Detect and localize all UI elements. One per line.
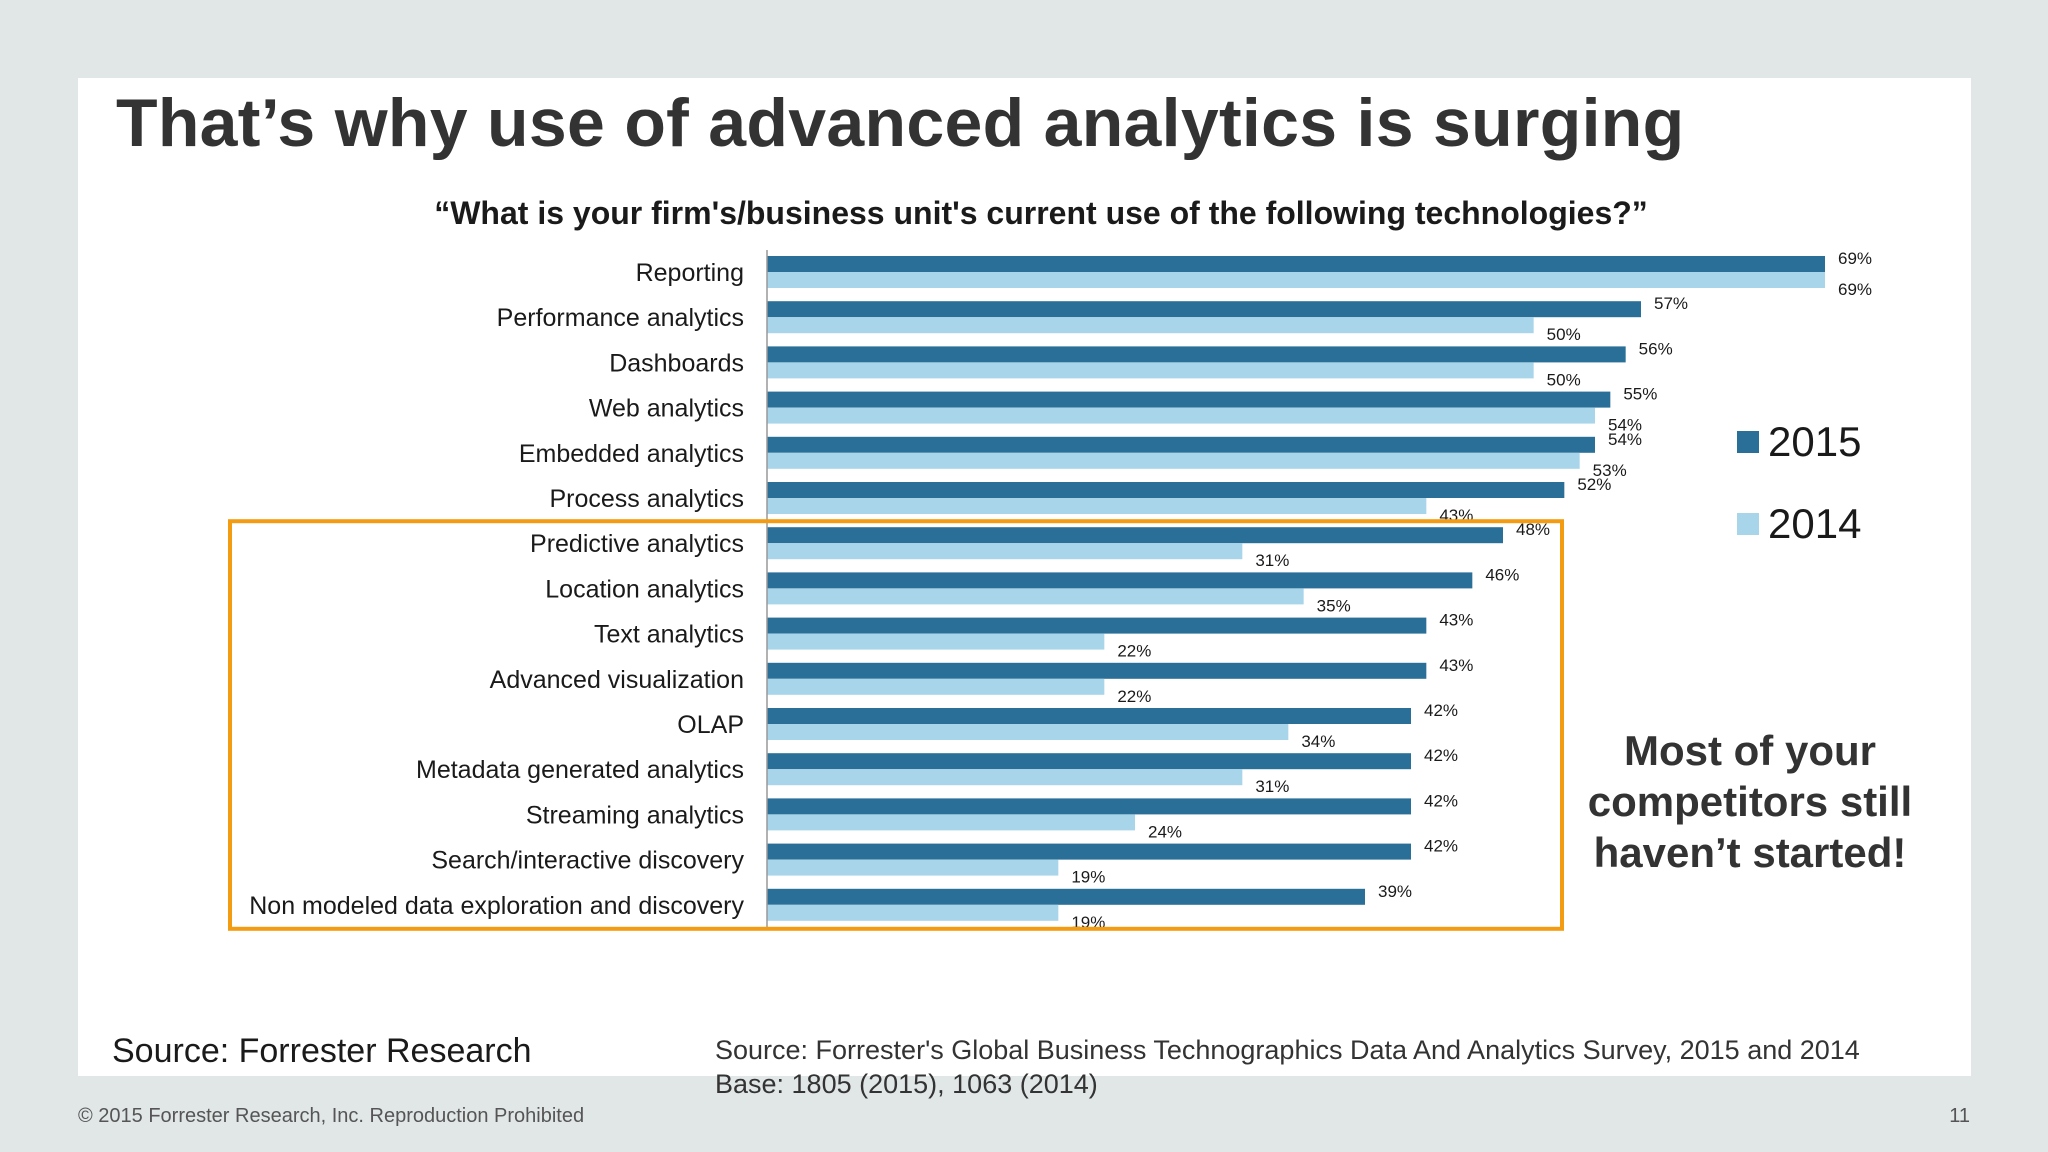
data-label-2015: 48% bbox=[1516, 520, 1550, 539]
category-label: Search/interactive discovery bbox=[431, 847, 744, 875]
data-label-2015: 39% bbox=[1378, 882, 1412, 901]
bar-2014 bbox=[767, 452, 1580, 469]
base-line: Base: 1805 (2015), 1063 (2014) bbox=[715, 1069, 1098, 1099]
data-label-2014: 31% bbox=[1255, 777, 1289, 796]
bar-2015 bbox=[767, 482, 1565, 498]
bar-2015 bbox=[767, 888, 1365, 905]
source-left: Source: Forrester Research bbox=[112, 1032, 532, 1070]
bar-2015 bbox=[767, 753, 1411, 770]
data-label-2014: 35% bbox=[1317, 596, 1351, 615]
data-label-2015: 42% bbox=[1424, 791, 1458, 810]
data-label-2015: 69% bbox=[1838, 249, 1872, 268]
highlight-box bbox=[228, 519, 1564, 931]
page-number: 11 bbox=[1949, 1105, 1970, 1127]
category-label: Metadata generated analytics bbox=[416, 756, 744, 784]
bar-2014 bbox=[767, 498, 1427, 514]
chart-question: “What is your firm's/business unit's cur… bbox=[434, 195, 1648, 231]
category-label: Predictive analytics bbox=[530, 530, 744, 558]
bar-2014 bbox=[767, 407, 1595, 424]
data-label-2014: 31% bbox=[1255, 551, 1289, 570]
data-label-2014: 50% bbox=[1547, 370, 1581, 389]
bar-2015 bbox=[767, 301, 1641, 318]
bar-2015 bbox=[767, 798, 1411, 815]
category-label: Text analytics bbox=[594, 621, 744, 649]
data-label-2014: 69% bbox=[1838, 280, 1872, 299]
bar-2015 bbox=[767, 617, 1427, 634]
data-label-2014: 54% bbox=[1608, 416, 1642, 435]
bar-2014 bbox=[767, 724, 1289, 740]
legend-swatch-2015 bbox=[1737, 431, 1759, 453]
bar-2015 bbox=[767, 708, 1411, 724]
category-label: Web analytics bbox=[589, 395, 744, 423]
data-label-2015: 46% bbox=[1485, 565, 1519, 584]
slide-title: That’s why use of advanced analytics is … bbox=[116, 85, 1685, 161]
category-label: Process analytics bbox=[549, 485, 744, 513]
bar-2015 bbox=[767, 436, 1595, 453]
data-label-2015: 57% bbox=[1654, 294, 1688, 313]
bar-2014 bbox=[767, 859, 1059, 876]
data-label-2015: 42% bbox=[1424, 701, 1458, 720]
bar-2014 bbox=[767, 678, 1105, 695]
data-label-2014: 53% bbox=[1593, 461, 1627, 480]
bar-2014 bbox=[767, 543, 1243, 560]
data-label-2014: 24% bbox=[1148, 822, 1182, 841]
bar-2015 bbox=[767, 527, 1503, 544]
source-line: Source: Forrester's Global Business Tech… bbox=[715, 1035, 1860, 1065]
legend-label-2015: 2015 bbox=[1768, 418, 1861, 465]
source-note: Source: Forrester's Global Business Tech… bbox=[715, 1033, 1860, 1101]
bar-2014 bbox=[767, 769, 1243, 786]
data-label-2015: 42% bbox=[1424, 837, 1458, 856]
callout-text: Most of your competitors still haven’t s… bbox=[1587, 727, 1913, 876]
legend-swatch-2014 bbox=[1737, 513, 1759, 535]
category-label: Embedded analytics bbox=[519, 440, 744, 468]
bar-2014 bbox=[767, 317, 1534, 334]
data-label-2015: 43% bbox=[1439, 611, 1473, 630]
bar-2015 bbox=[767, 256, 1825, 272]
data-label-2014: 19% bbox=[1071, 868, 1105, 887]
data-label-2015: 42% bbox=[1424, 746, 1458, 765]
bar-2014 bbox=[767, 272, 1825, 288]
data-label-2015: 52% bbox=[1577, 475, 1611, 494]
bar-2015 bbox=[767, 662, 1427, 679]
data-label-2015: 55% bbox=[1623, 385, 1657, 404]
copyright: © 2015 Forrester Research, Inc. Reproduc… bbox=[78, 1105, 585, 1127]
category-label: Performance analytics bbox=[497, 304, 744, 332]
data-label-2014: 22% bbox=[1117, 687, 1151, 706]
category-label: Non modeled data exploration and discove… bbox=[249, 892, 744, 920]
bar-2015 bbox=[767, 843, 1411, 860]
bar-2014 bbox=[767, 362, 1534, 379]
data-label-2014: 22% bbox=[1117, 642, 1151, 661]
category-label: OLAP bbox=[677, 711, 744, 739]
bar-2014 bbox=[767, 633, 1105, 650]
bar-2014 bbox=[767, 814, 1135, 831]
category-label: Advanced visualization bbox=[490, 666, 744, 694]
data-label-2014: 50% bbox=[1547, 325, 1581, 344]
category-label: Dashboards bbox=[609, 349, 744, 377]
legend-label-2014: 2014 bbox=[1768, 500, 1861, 547]
bar-2015 bbox=[767, 572, 1473, 589]
data-label-2015: 43% bbox=[1439, 656, 1473, 675]
category-label: Streaming analytics bbox=[526, 801, 744, 829]
data-label-2015: 56% bbox=[1639, 339, 1673, 358]
data-label-2014: 34% bbox=[1301, 732, 1335, 751]
category-label: Reporting bbox=[636, 259, 744, 287]
data-label-2015: 54% bbox=[1608, 430, 1642, 449]
bar-2014 bbox=[767, 588, 1304, 605]
category-label: Location analytics bbox=[545, 575, 744, 603]
bar-2014 bbox=[767, 904, 1059, 921]
bar-2015 bbox=[767, 391, 1611, 408]
bar-2015 bbox=[767, 346, 1626, 363]
